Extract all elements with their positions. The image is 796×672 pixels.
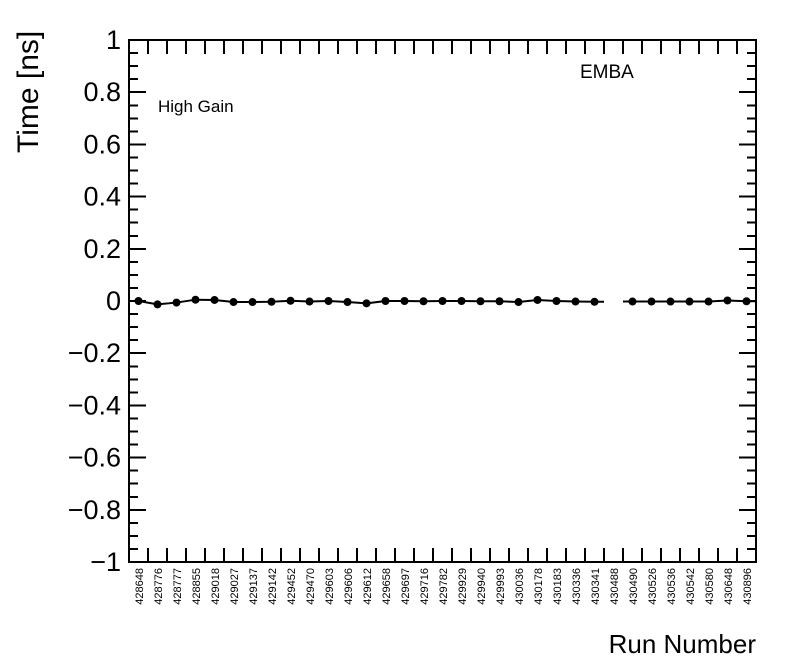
x-tick-label: 429612	[362, 568, 374, 605]
data-point-marker	[419, 297, 428, 306]
y-tick-label: 0	[106, 286, 121, 316]
x-tick-label: 430036	[514, 568, 526, 605]
x-tick-label: 429716	[419, 568, 431, 605]
y-tick-label: 0.6	[83, 129, 121, 159]
x-tick-label: 430580	[704, 568, 716, 605]
x-tick-label: 430648	[723, 568, 735, 605]
x-tick-label: 429018	[210, 568, 222, 605]
x-tick-label: 429929	[457, 568, 469, 605]
data-point-marker	[533, 295, 542, 304]
x-tick-label: 428648	[134, 568, 146, 605]
data-point-marker	[248, 298, 257, 307]
x-tick-label: 429993	[495, 568, 507, 605]
y-axis-title: Time [ns]	[12, 31, 45, 153]
x-tick-label: 429470	[305, 568, 317, 605]
data-point-marker	[685, 297, 694, 306]
data-point-marker	[362, 299, 371, 308]
data-point-marker	[324, 297, 333, 305]
y-tick-label: −1	[90, 547, 121, 577]
x-tick-label: 430488	[609, 568, 621, 605]
x-tick-label: 429782	[438, 568, 450, 605]
x-tick-label: 430183	[552, 568, 564, 605]
y-axis-tick-labels: 1 0.8 0.6 0.4 0.2 0 −0.2 −0.4 −0.6 −0.8 −1	[68, 25, 121, 577]
data-point-marker	[267, 297, 276, 306]
x-tick-label: 429697	[400, 568, 412, 605]
data-point-marker	[438, 297, 447, 305]
x-tick-label: 428855	[191, 568, 203, 605]
data-point-marker	[210, 295, 219, 304]
data-point-marker	[723, 296, 732, 305]
data-point-marker	[704, 297, 713, 306]
x-axis-tick-labels: 428648 428776 428777 428855 429018 429027 4291…	[134, 568, 754, 605]
x-axis-ticks	[128, 40, 757, 562]
x-tick-label: 430526	[647, 568, 659, 605]
x-tick-label: 428777	[172, 568, 184, 605]
y-tick-label: −0.8	[68, 495, 121, 525]
x-tick-label: 429940	[476, 568, 488, 605]
data-point-marker	[153, 300, 162, 309]
x-tick-label: 429027	[229, 568, 241, 605]
data-point-marker	[229, 298, 238, 307]
y-tick-label: 0.8	[83, 77, 121, 107]
x-tick-label: 429452	[286, 568, 298, 605]
x-tick-label: 429137	[248, 568, 260, 605]
y-tick-label: −0.6	[68, 443, 121, 473]
data-point-marker	[381, 297, 390, 305]
y-tick-label: −0.2	[68, 338, 121, 368]
data-point-marker	[514, 298, 523, 307]
data-point-marker	[552, 297, 561, 305]
gain-annotation: High Gain	[158, 97, 234, 116]
x-tick-label: 430490	[628, 568, 640, 605]
data-point-marker	[628, 297, 637, 306]
y-tick-label: 0.4	[83, 182, 121, 212]
y-tick-label: 0.2	[83, 234, 121, 264]
x-tick-label: 430536	[666, 568, 678, 605]
y-axis-ticks	[129, 39, 756, 563]
data-point-marker	[476, 297, 485, 306]
data-point-marker	[495, 297, 504, 306]
x-tick-label: 430336	[571, 568, 583, 605]
x-tick-label: 429606	[343, 568, 355, 605]
data-point-marker	[590, 297, 599, 306]
data-point-marker	[134, 297, 143, 305]
x-tick-label: 429603	[324, 568, 336, 605]
x-tick-label: 430178	[533, 568, 545, 605]
data-point-marker	[571, 297, 580, 306]
x-tick-label: 428776	[153, 568, 165, 605]
x-tick-label: 430341	[590, 568, 602, 605]
x-tick-label: 430542	[685, 568, 697, 605]
data-point-marker	[172, 298, 181, 307]
data-point-marker	[400, 297, 409, 305]
y-tick-label: −0.4	[68, 390, 121, 420]
x-tick-label: 430896	[742, 568, 754, 605]
x-tick-label: 429658	[381, 568, 393, 605]
data-point-marker	[647, 297, 656, 306]
data-point-marker	[343, 298, 352, 307]
data-point-marker	[742, 297, 751, 306]
data-series	[129, 295, 756, 309]
y-tick-label: 1	[106, 25, 121, 55]
data-point-marker	[191, 295, 200, 304]
x-tick-label: 429142	[267, 568, 279, 605]
detector-annotation: EMBA	[580, 62, 634, 83]
data-point-marker	[305, 297, 314, 306]
data-point-marker	[457, 297, 466, 305]
data-point-marker	[286, 296, 295, 305]
data-point-marker	[666, 297, 675, 306]
x-axis-title: Run Number	[609, 629, 757, 659]
